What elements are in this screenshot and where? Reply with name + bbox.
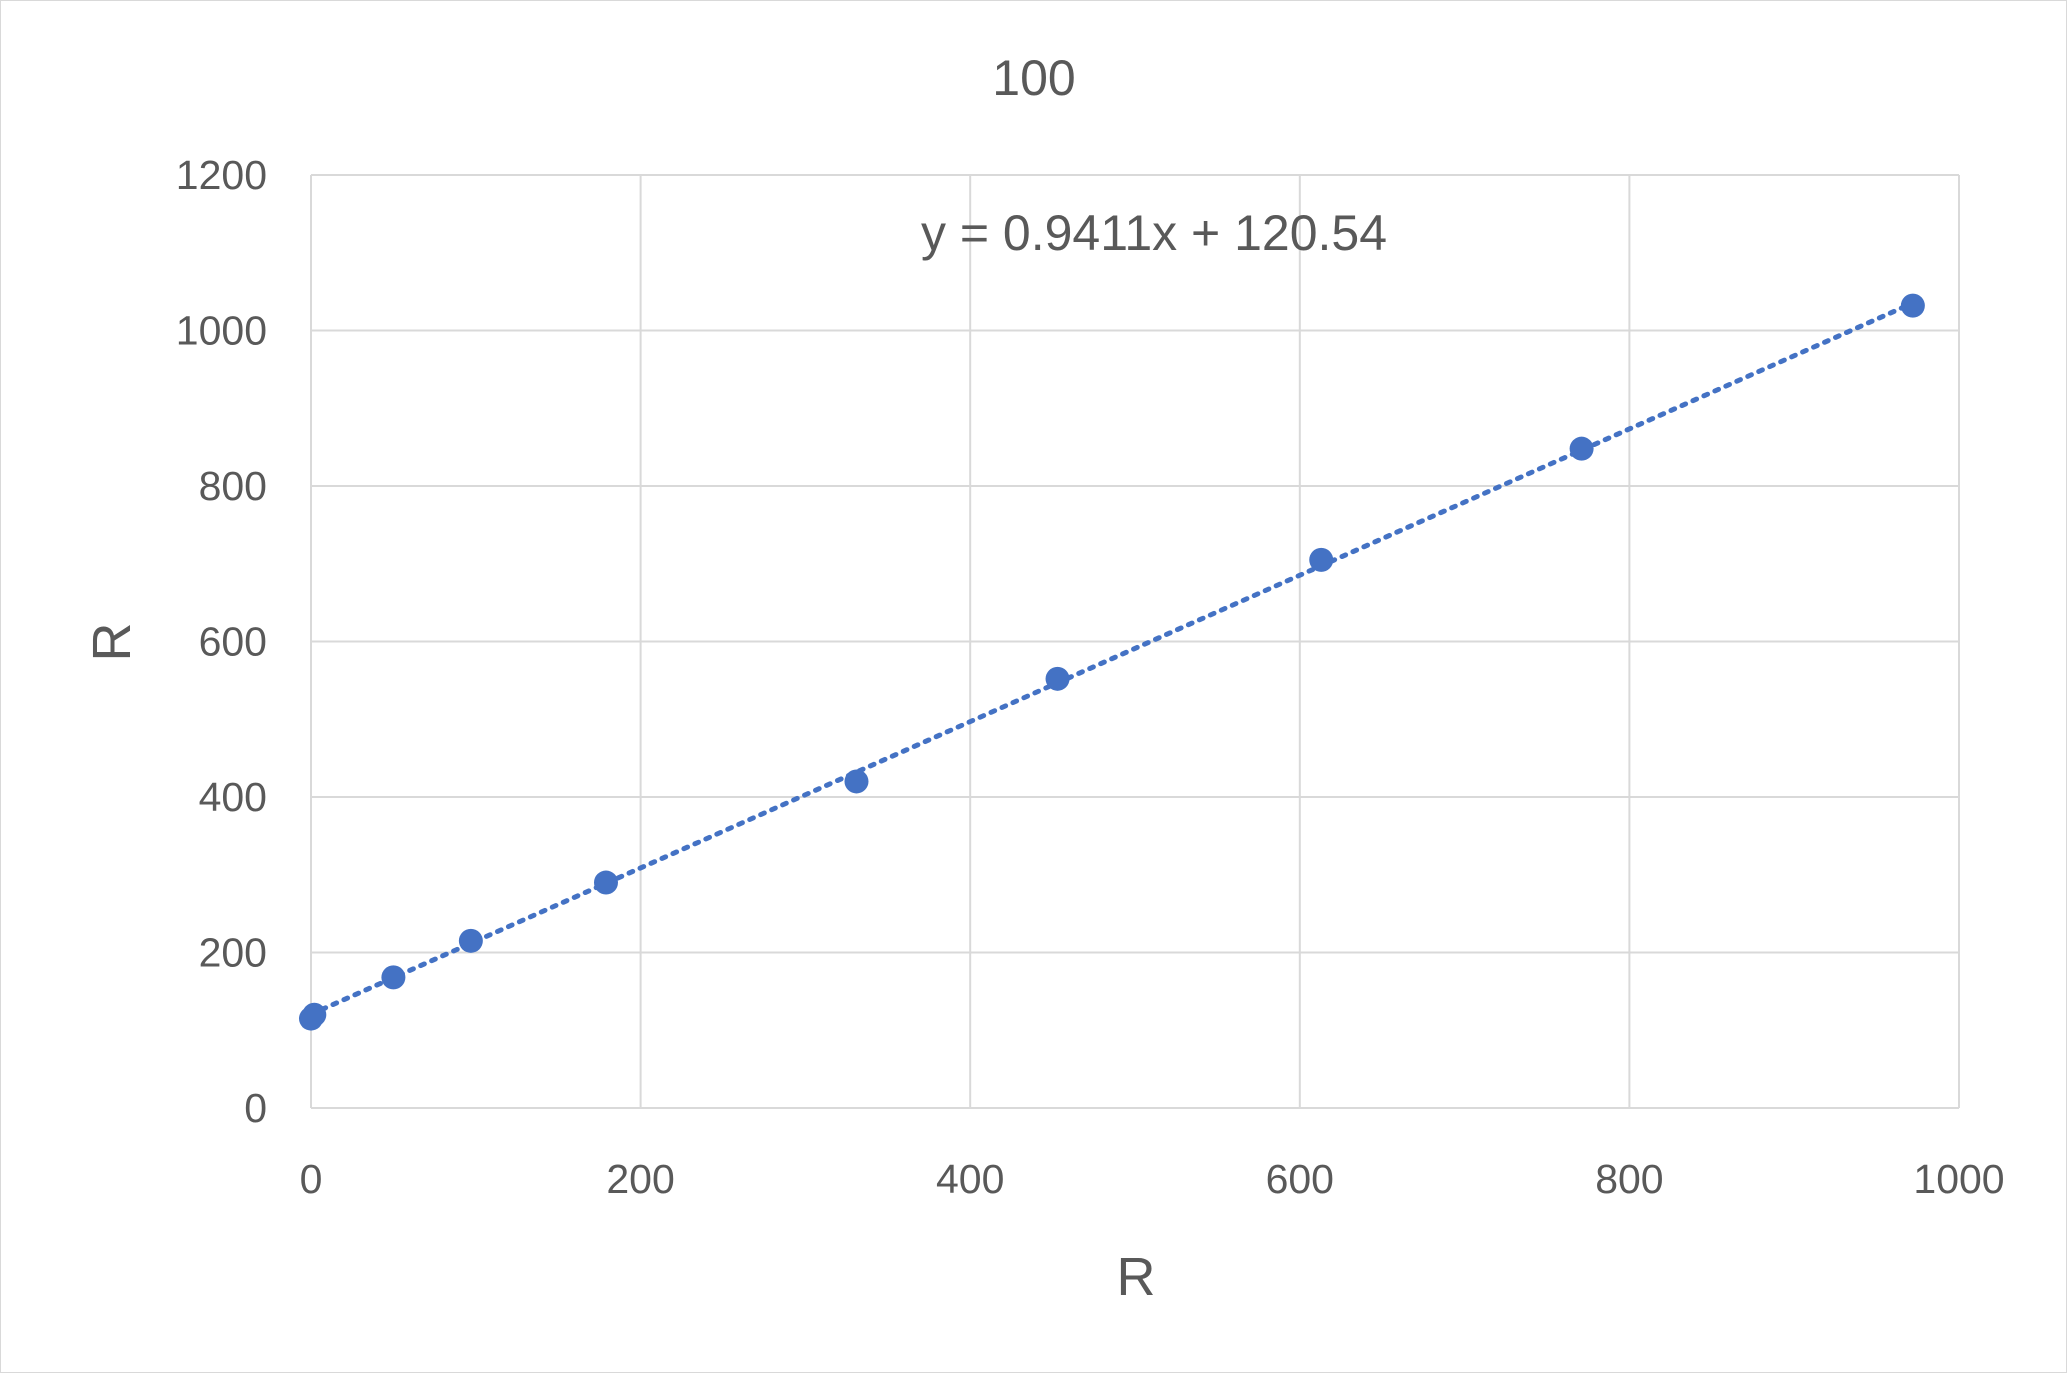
y-tick-label: 400 <box>199 774 267 820</box>
y-tick-label: 200 <box>199 930 267 976</box>
data-point <box>302 1002 327 1027</box>
data-point <box>844 769 869 794</box>
y-tick-label: 800 <box>199 463 267 509</box>
trendline-path <box>308 300 1916 1017</box>
data-points <box>299 293 1925 1031</box>
data-point <box>1900 293 1925 318</box>
x-tick-label: 0 <box>300 1156 323 1202</box>
data-point <box>593 870 618 895</box>
trendline-equation: y = 0.9411x + 120.54 <box>921 205 1387 261</box>
y-axis-tick-labels: 0 200 400 600 800 1000 1200 <box>176 152 267 1131</box>
data-point <box>1309 547 1334 572</box>
chart-title: 100 <box>992 50 1075 106</box>
x-tick-label: 1000 <box>1913 1156 2004 1202</box>
gridlines <box>310 174 1960 1109</box>
x-axis-tick-labels: 0 200 400 600 800 1000 <box>300 1156 2005 1202</box>
trendline <box>308 300 1916 1017</box>
x-tick-label: 800 <box>1595 1156 1663 1202</box>
x-tick-label: 600 <box>1266 1156 1334 1202</box>
y-tick-label: 1000 <box>176 308 267 354</box>
y-tick-label: 0 <box>244 1085 267 1131</box>
data-point <box>1045 666 1070 691</box>
x-axis-title: R <box>1117 1247 1156 1307</box>
y-tick-label: 1200 <box>176 152 267 198</box>
data-point <box>1569 436 1594 461</box>
data-point <box>381 965 406 990</box>
x-tick-label: 400 <box>936 1156 1004 1202</box>
data-point <box>458 928 483 953</box>
x-tick-label: 200 <box>606 1156 674 1202</box>
y-tick-label: 600 <box>199 619 267 665</box>
y-axis-title: R <box>82 623 142 662</box>
